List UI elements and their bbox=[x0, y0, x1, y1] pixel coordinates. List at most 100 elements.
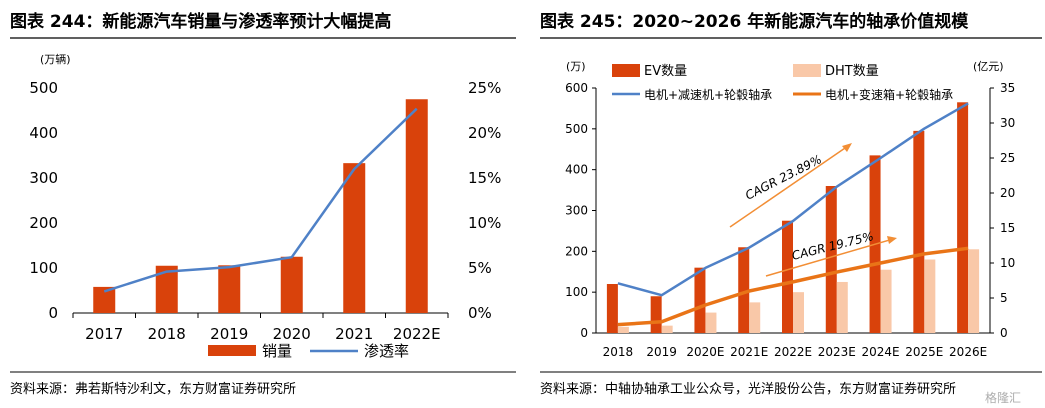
left-heading: 图表 244：新能源汽车销量与渗透率预计大幅提高 bbox=[10, 11, 391, 32]
left-panel: 图表 244：新能源汽车销量与渗透率预计大幅提高 (万辆) 2017 2018 20… bbox=[10, 11, 516, 397]
right-y2-tick-label: 10 bbox=[1000, 256, 1015, 270]
left-bar-series bbox=[93, 99, 428, 313]
left-legend: 销量 渗透率 bbox=[208, 342, 409, 360]
legend-swatch-ev bbox=[612, 64, 640, 77]
reducer-bearing-line bbox=[617, 102, 969, 297]
legend-label-dht: DHT数量 bbox=[825, 64, 879, 79]
right-x-tick-label: 2020E bbox=[686, 345, 724, 359]
sales-bar bbox=[218, 265, 241, 313]
dht-bar bbox=[705, 312, 717, 333]
right-x-tick-label: 2023E bbox=[818, 345, 856, 359]
left-y-tick-label: 500 bbox=[29, 79, 58, 97]
cagr-arrowhead-lower bbox=[887, 236, 897, 244]
cagr-label-upper: CAGR 23.89% bbox=[743, 152, 824, 203]
ev-bar bbox=[606, 284, 618, 333]
right-legend: EV数量 DHT数量 电机+减速机+轮毂轴承 电机+变速箱+轮毂轴承 bbox=[612, 64, 953, 102]
left-x-tick-label: 2017 bbox=[85, 325, 123, 343]
left-y-tick-label: 400 bbox=[29, 124, 58, 142]
cagr-arrow-lower bbox=[765, 238, 894, 277]
dht-bar bbox=[793, 292, 804, 333]
right-x-tick-label: 2021E bbox=[730, 345, 768, 359]
left-y-tick-label: 100 bbox=[29, 259, 58, 277]
left-y2-axis: 0% 5% 10% 15% 20% 25% bbox=[468, 79, 501, 322]
right-source: 资料来源：中轴协轴承工业公众号，光洋股份公告，东方财富证券研究所 bbox=[540, 381, 956, 397]
ev-bar bbox=[957, 102, 969, 334]
dht-bar bbox=[749, 302, 761, 333]
ev-bar bbox=[825, 186, 837, 333]
legend-swatch-sales bbox=[208, 345, 256, 356]
legend-label-sales: 销量 bbox=[262, 342, 292, 360]
right-y2-tick-label: 0 bbox=[1000, 326, 1008, 340]
gearbox-bearing-line bbox=[617, 246, 969, 327]
sales-bar bbox=[405, 99, 428, 313]
left-y-tick-label: 300 bbox=[29, 169, 58, 187]
right-heading: 图表 245：2020~2026 年新能源汽车的轴承价值规模 bbox=[540, 11, 969, 32]
ev-bar bbox=[650, 296, 662, 333]
right-x-axis: 2018 2019 2020E 2021E 2022E 2023E 2024E 2025E 20… bbox=[603, 345, 988, 359]
legend-swatch-dht bbox=[793, 64, 821, 77]
right-panel: 图表 245：2020~2026 年新能源汽车的轴承价值规模 (万) (亿元) … bbox=[540, 11, 1042, 405]
right-y2-tick-label: 20 bbox=[1000, 186, 1015, 200]
left-y2-tick-label: 20% bbox=[468, 124, 501, 142]
penetration-line bbox=[103, 107, 418, 293]
left-y-tick-label: 0 bbox=[48, 304, 58, 322]
right-x-tick-label: 2019 bbox=[646, 345, 677, 359]
right-x-tick-label: 2026E bbox=[949, 345, 987, 359]
left-x-tick-label: 2020 bbox=[273, 325, 311, 343]
right-x-tick-label: 2024E bbox=[861, 345, 899, 359]
left-y2-tick-label: 15% bbox=[468, 169, 501, 187]
legend-label-reducer: 电机+减速机+轮毂轴承 bbox=[644, 87, 772, 102]
right-x-tick-label: 2025E bbox=[905, 345, 943, 359]
legend-label-ev: EV数量 bbox=[644, 64, 687, 79]
left-y2-tick-label: 0% bbox=[468, 304, 492, 322]
left-y-unit: (万辆) bbox=[40, 52, 71, 66]
dht-bar bbox=[617, 326, 629, 333]
sales-bar bbox=[280, 256, 303, 313]
dht-bar bbox=[924, 259, 936, 333]
sales-bar bbox=[155, 265, 178, 313]
right-y2-axis: 0 5 10 15 20 25 30 35 bbox=[1000, 81, 1015, 340]
ev-bar bbox=[738, 247, 750, 333]
dht-bar bbox=[968, 249, 980, 333]
left-x-axis: 2017 2018 2019 2020 2021 2022E bbox=[85, 325, 440, 343]
right-y-tick-label: 300 bbox=[565, 204, 588, 218]
left-y-tick-label: 200 bbox=[29, 214, 58, 232]
sales-bar bbox=[93, 286, 116, 313]
right-bar-series bbox=[606, 102, 980, 334]
right-line-series bbox=[617, 102, 969, 327]
cagr-arrowhead-upper bbox=[842, 143, 852, 152]
right-y2-tick-label: 25 bbox=[1000, 151, 1015, 165]
dht-bar bbox=[836, 281, 848, 333]
right-y2-unit: (亿元) bbox=[973, 60, 1004, 73]
right-y2-tick-label: 30 bbox=[1000, 116, 1015, 130]
sales-bar bbox=[343, 163, 366, 313]
left-y2-tick-label: 10% bbox=[468, 214, 501, 232]
dht-bar bbox=[661, 325, 673, 333]
left-axes bbox=[72, 312, 449, 318]
legend-label-gearbox: 电机+变速箱+轮毂轴承 bbox=[825, 87, 953, 102]
left-x-tick-label: 2021 bbox=[335, 325, 373, 343]
watermark: 格隆汇 bbox=[985, 390, 1021, 405]
right-y-unit: (万) bbox=[566, 60, 586, 73]
right-y-tick-label: 500 bbox=[565, 122, 588, 136]
left-y2-tick-label: 25% bbox=[468, 79, 501, 97]
ev-bar bbox=[782, 220, 793, 333]
ev-bar bbox=[694, 267, 706, 333]
right-y2-tick-label: 35 bbox=[1000, 81, 1015, 95]
left-source: 资料来源：弗若斯特沙利文，东方财富证券研究所 bbox=[10, 381, 296, 397]
ev-bar bbox=[913, 130, 925, 333]
left-x-tick-label: 2019 bbox=[210, 325, 248, 343]
cagr-arrow-upper bbox=[729, 145, 849, 228]
legend-label-penetration: 渗透率 bbox=[364, 342, 409, 360]
left-x-tick-label: 2022E bbox=[393, 325, 441, 343]
right-y-axis: 0 100 200 300 400 500 600 bbox=[565, 81, 588, 340]
right-y2-tick-label: 15 bbox=[1000, 221, 1015, 235]
right-y-tick-label: 200 bbox=[565, 244, 588, 258]
right-y-tick-label: 0 bbox=[580, 326, 588, 340]
right-x-tick-label: 2022E bbox=[774, 345, 812, 359]
left-y-axis: 0 100 200 300 400 500 bbox=[29, 79, 58, 322]
right-y-tick-label: 100 bbox=[565, 285, 588, 299]
right-y2-tick-label: 5 bbox=[1000, 291, 1008, 305]
right-y-tick-label: 400 bbox=[565, 163, 588, 177]
